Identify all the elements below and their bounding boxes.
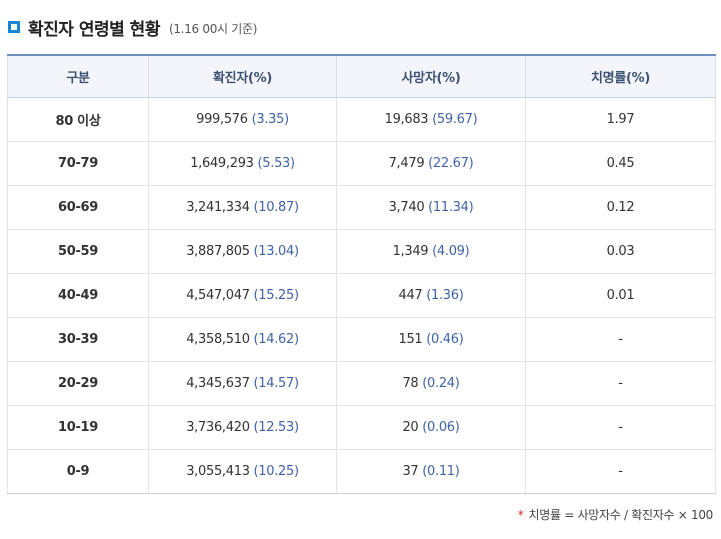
fatality-rate-cell: 1.97 [525,97,716,142]
table-row: 30-39 4,358,510 (14.62) 151 (0.46) - [7,317,716,362]
deaths-count: 151 [398,332,423,347]
cases-cell: 3,736,420 (12.53) [148,405,337,450]
cases-percent: (13.04) [253,244,300,259]
deaths-percent: (4.09) [432,244,470,259]
deaths-percent: (22.67) [428,156,474,171]
cases-cell: 3,887,805 (13.04) [148,229,337,274]
cases-cell: 4,358,510 (14.62) [148,317,337,362]
cases-cell: 4,345,637 (14.57) [148,361,337,406]
cases-percent: (3.35) [251,112,290,127]
fatality-rate-cell: 0.45 [525,141,716,186]
section-header: 확진자 연령별 현황 (1.16 00시 기준) [8,14,257,40]
fatality-rate-cell: - [525,317,716,362]
age-group-cell: 0-9 [7,449,149,494]
deaths-cell: 1,349 (4.09) [336,229,526,274]
age-group-cell: 50-59 [7,229,149,274]
age-group-cell: 10-19 [7,405,149,450]
deaths-count: 447 [398,288,423,303]
cases-count: 3,887,805 [186,244,250,259]
cases-cell: 999,576 (3.35) [148,97,337,142]
cases-count: 4,547,047 [186,288,250,303]
column-header-cases: 확진자(%) [148,55,337,98]
reference-time-note: (1.16 00시 기준) [168,22,258,36]
deaths-cell: 7,479 (22.67) [336,141,526,186]
footnote-marker: * [517,508,524,522]
cases-count: 3,055,413 [186,464,250,479]
table-body: 80 이상 999,576 (3.35) 19,683 (59.67) 1.97 70-… [7,97,716,494]
age-group-cell: 30-39 [7,317,149,362]
age-group-cell: 40-49 [7,273,149,318]
deaths-cell: 19,683 (59.67) [336,97,526,142]
table-row: 40-49 4,547,047 (15.25) 447 (1.36) 0.01 [7,273,716,318]
cases-count: 1,649,293 [190,156,254,171]
fatality-rate-footnote: * 치명률 = 사망자수 / 확진자수 × 100 [517,506,714,523]
deaths-cell: 20 (0.06) [336,405,526,450]
cases-count: 999,576 [196,112,248,127]
deaths-count: 78 [402,376,419,391]
table-header-row: 구분 확진자(%) 사망자(%) 치명률(%) [7,55,716,98]
deaths-cell: 151 (0.46) [336,317,526,362]
fatality-rate-cell: - [525,405,716,450]
cases-count: 4,345,637 [186,376,250,391]
cases-count: 4,358,510 [186,332,250,347]
cases-percent: (15.25) [253,288,300,303]
deaths-cell: 37 (0.11) [336,449,526,494]
table-row: 70-79 1,649,293 (5.53) 7,479 (22.67) 0.45 [7,141,716,186]
cases-cell: 3,241,334 (10.87) [148,185,337,230]
table-row: 50-59 3,887,805 (13.04) 1,349 (4.09) 0.03 [7,229,716,274]
age-group-stats-table: 구분 확진자(%) 사망자(%) 치명률(%) 80 이상 999,576 (3.… [7,54,716,494]
fatality-rate-cell: 0.03 [525,229,716,274]
deaths-percent: (11.34) [428,200,474,215]
cases-cell: 4,547,047 (15.25) [148,273,337,318]
deaths-percent: (1.36) [426,288,464,303]
deaths-cell: 3,740 (11.34) [336,185,526,230]
fatality-rate-cell: 0.01 [525,273,716,318]
footnote-text: 치명률 = 사망자수 / 확진자수 × 100 [528,508,714,522]
deaths-cell: 447 (1.36) [336,273,526,318]
age-group-cell: 20-29 [7,361,149,406]
fatality-rate-cell: - [525,361,716,406]
deaths-count: 3,740 [388,200,425,215]
deaths-count: 20 [402,420,419,435]
deaths-percent: (0.06) [422,420,460,435]
table-row: 60-69 3,241,334 (10.87) 3,740 (11.34) 0.12 [7,185,716,230]
age-group-cell: 70-79 [7,141,149,186]
square-bullet-icon [8,21,20,33]
cases-percent: (10.87) [253,200,300,215]
cases-count: 3,736,420 [186,420,250,435]
cases-percent: (14.62) [253,332,300,347]
deaths-cell: 78 (0.24) [336,361,526,406]
cases-percent: (5.53) [257,156,296,171]
table-row: 0-9 3,055,413 (10.25) 37 (0.11) - [7,449,716,494]
fatality-rate-cell: 0.12 [525,185,716,230]
section-title: 확진자 연령별 현황 [28,19,160,40]
deaths-percent: (0.11) [422,464,460,479]
cases-percent: (14.57) [253,376,300,391]
cases-percent: (10.25) [253,464,300,479]
cases-cell: 3,055,413 (10.25) [148,449,337,494]
deaths-percent: (0.24) [422,376,460,391]
cases-percent: (12.53) [253,420,300,435]
table-row: 10-19 3,736,420 (12.53) 20 (0.06) - [7,405,716,450]
age-group-cell: 80 이상 [7,97,149,142]
deaths-percent: (59.67) [432,112,478,127]
deaths-percent: (0.46) [426,332,464,347]
deaths-count: 19,683 [384,112,429,127]
cases-cell: 1,649,293 (5.53) [148,141,337,186]
deaths-count: 37 [402,464,419,479]
column-header-fatality-rate: 치명률(%) [525,55,716,98]
deaths-count: 1,349 [392,244,429,259]
cases-count: 3,241,334 [186,200,250,215]
column-header-deaths: 사망자(%) [336,55,526,98]
column-header-age-group: 구분 [7,55,149,98]
fatality-rate-cell: - [525,449,716,494]
age-group-cell: 60-69 [7,185,149,230]
table-row: 20-29 4,345,637 (14.57) 78 (0.24) - [7,361,716,406]
table-row: 80 이상 999,576 (3.35) 19,683 (59.67) 1.97 [7,97,716,142]
deaths-count: 7,479 [388,156,425,171]
